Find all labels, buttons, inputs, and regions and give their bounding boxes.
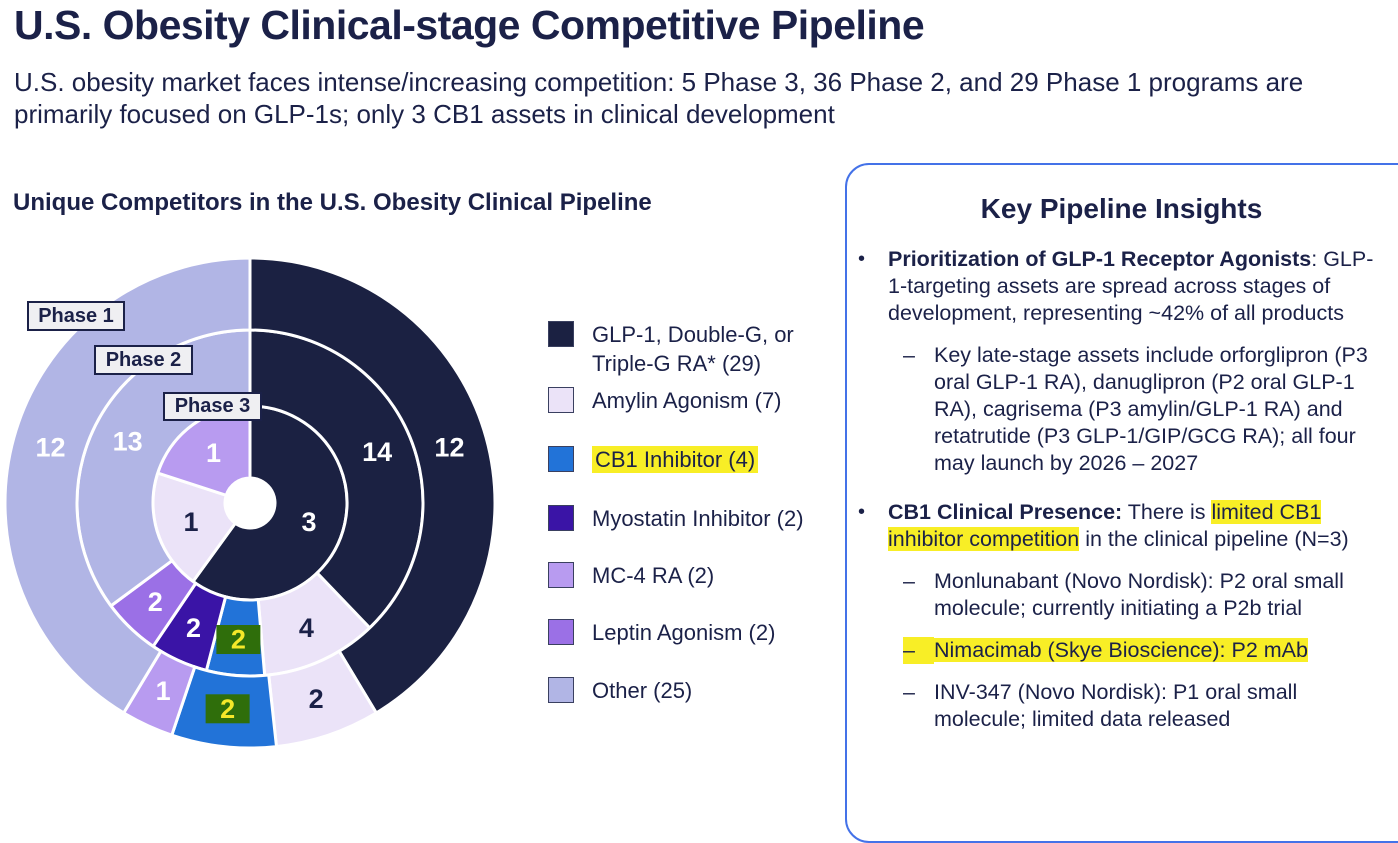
bullet-marker: • <box>858 501 866 523</box>
dash-marker: – <box>903 569 915 593</box>
insight-sub-text: Key late-stage assets include orforglipr… <box>934 343 1368 475</box>
segment-value-label: 1 <box>206 438 221 468</box>
cb1-highlight-box <box>205 694 250 724</box>
legend-swatch-amylin <box>548 387 574 413</box>
segment-value-label: 12 <box>434 433 464 463</box>
legend-swatch-leptin <box>548 619 574 645</box>
legend-item-cb1: CB1 Inhibitor (4) <box>548 445 852 474</box>
key-insights-heading: Key Pipeline Insights <box>980 193 1263 224</box>
chart-legend: GLP-1, Double-G, or Triple-G RA* (29) Amy… <box>548 0 878 759</box>
segment-value-label: 13 <box>113 426 143 456</box>
insight-text: Prioritization of GLP-1 Receptor Agonist… <box>888 247 1374 325</box>
legend-swatch-glp1 <box>548 321 574 347</box>
segment-value-label: 1 <box>184 507 199 537</box>
phase-2-label: Phase 2 <box>94 345 193 375</box>
insight-sub-text: Monlunabant (Novo Nordisk): P2 oral smal… <box>934 569 1344 620</box>
phase-1-label: Phase 1 <box>27 301 125 331</box>
segment-value-label: 2 <box>231 625 246 655</box>
legend-swatch-myostatin <box>548 505 574 531</box>
segment-value-label: 3 <box>301 507 316 537</box>
legend-swatch-other <box>548 677 574 703</box>
insight-sub-item: – Monlunabant (Novo Nordisk): P2 oral sma… <box>903 568 1388 622</box>
legend-swatch-cb1 <box>548 446 574 472</box>
segment-value-label: 14 <box>362 437 392 467</box>
sunburst-segment-phase-1-glp1 <box>248 256 497 715</box>
insight-sub-item: – Key late-stage assets include orforglip… <box>903 342 1388 477</box>
sunburst-center-hole <box>226 479 274 527</box>
segment-value-label: 2 <box>220 694 235 724</box>
sunburst-segment-phase-1-other <box>3 256 252 715</box>
insight-text: CB1 Clinical Presence: There is limited … <box>888 500 1349 551</box>
insight-bullet: • CB1 Clinical Presence: There is limited… <box>858 499 1388 553</box>
legend-label: CB1 Inhibitor (4) <box>592 445 852 474</box>
chart-section-title: Unique Competitors in the U.S. Obesity C… <box>13 189 652 216</box>
legend-item-other: Other (25) <box>548 676 852 705</box>
segment-value-label: 2 <box>186 613 201 643</box>
legend-item-amylin: Amylin Agonism (7) <box>548 386 852 415</box>
dash-marker: – <box>903 680 915 704</box>
cb1-highlight-box <box>216 625 261 655</box>
legend-label: Amylin Agonism (7) <box>592 388 782 413</box>
page-title: U.S. Obesity Clinical-stage Competitive … <box>14 2 925 48</box>
segment-value-label: 12 <box>36 433 66 463</box>
legend-label: Myostatin Inhibitor (2) <box>592 506 804 531</box>
legend-label: MC-4 RA (2) <box>592 563 715 588</box>
segment-value-label: 2 <box>309 684 324 714</box>
dash-marker: – <box>903 637 934 664</box>
legend-swatch-mc4 <box>548 562 574 588</box>
segment-value-label: 2 <box>148 587 163 617</box>
segment-value-label: 4 <box>299 613 314 643</box>
insight-sub-text: Nimacimab (Skye Bioscience): P2 mAb <box>934 638 1308 662</box>
bullet-marker: • <box>858 248 866 270</box>
legend-item-glp1: GLP-1, Double-G, or Triple-G RA* (29) <box>548 320 852 378</box>
legend-label: GLP-1, Double-G, or Triple-G RA* (29) <box>592 322 794 376</box>
dash-marker: – <box>903 343 915 367</box>
legend-item-leptin: Leptin Agonism (2) <box>548 618 852 647</box>
legend-label: Other (25) <box>592 678 693 703</box>
key-insights-body: • Prioritization of GLP-1 Receptor Agonis… <box>858 246 1388 733</box>
legend-item-myostatin: Myostatin Inhibitor (2) <box>548 504 852 533</box>
insight-sub-item: – Nimacimab (Skye Bioscience): P2 mAb <box>903 637 1388 664</box>
insight-sub-text: INV-347 (Novo Nordisk): P1 oral small mo… <box>934 680 1298 731</box>
insight-bullet: • Prioritization of GLP-1 Receptor Agonis… <box>858 246 1388 327</box>
page-subtitle: U.S. obesity market faces intense/increa… <box>14 67 1304 129</box>
segment-value-label: 1 <box>156 676 171 706</box>
phase-3-label: Phase 3 <box>163 392 262 421</box>
legend-label: Leptin Agonism (2) <box>592 620 776 645</box>
insight-sub-item: – INV-347 (Novo Nordisk): P1 oral small m… <box>903 679 1388 733</box>
legend-item-mc4: MC-4 RA (2) <box>548 561 852 590</box>
